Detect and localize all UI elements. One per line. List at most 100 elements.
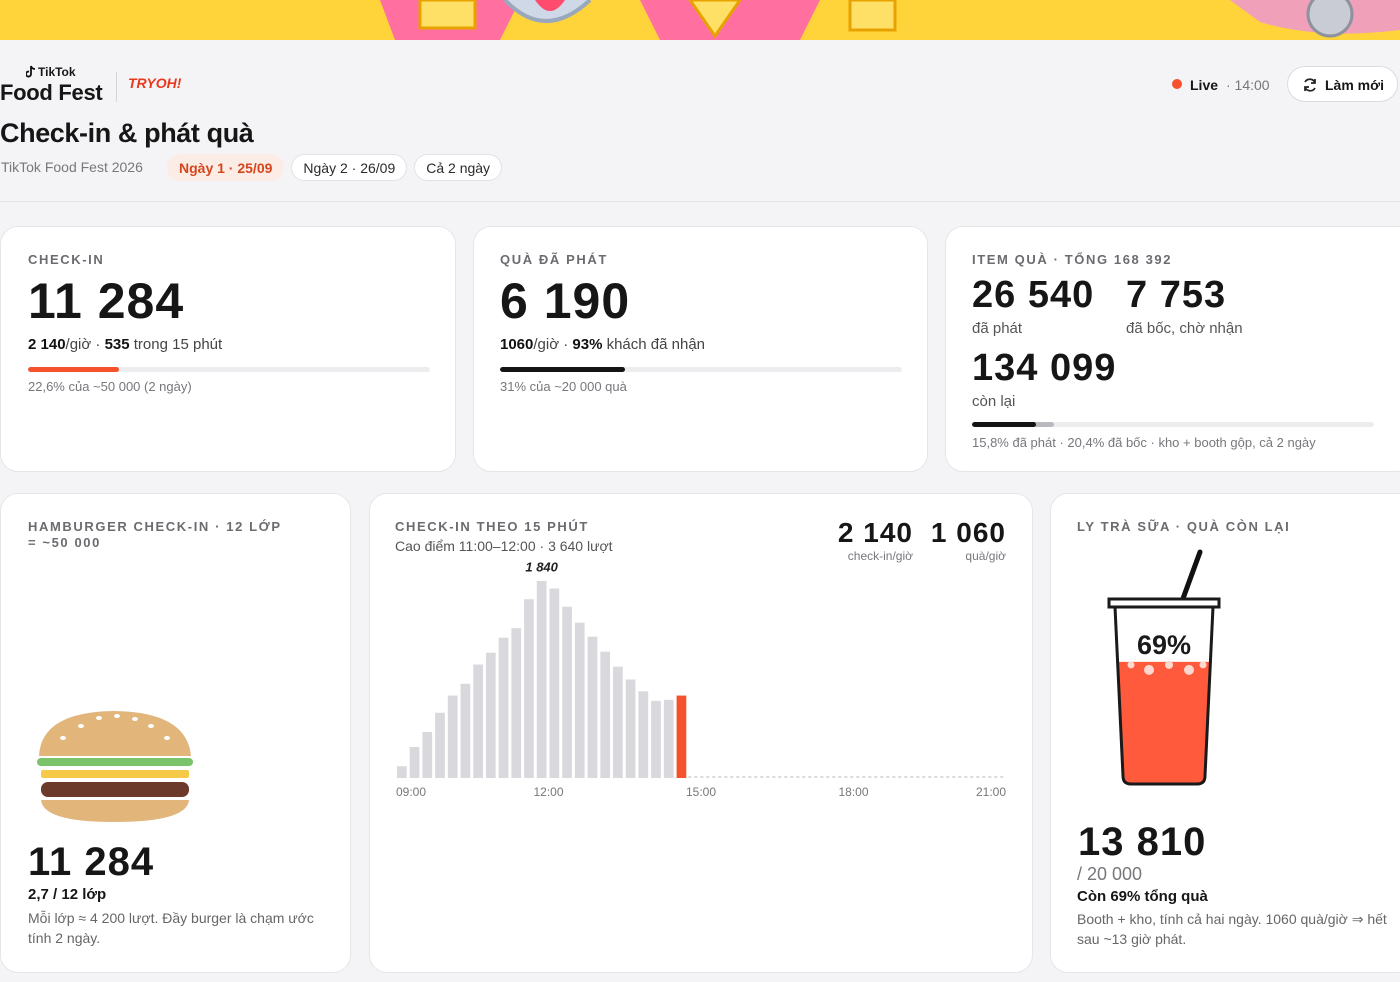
cup-fill (1115, 661, 1213, 784)
page-title: Check-in & phát quà (0, 118, 254, 148)
burger-illustration (37, 711, 193, 822)
live-dot (1172, 79, 1182, 89)
bar (485, 652, 496, 778)
burger-card: HAMBURGER CHECK-IN · 12 LỚP = ~50 000 11… (0, 493, 351, 973)
progress-fill (500, 367, 625, 372)
bar (511, 628, 522, 778)
picked-value: 7 753 (1126, 274, 1227, 316)
recent-unit: trong 15 phút (129, 336, 223, 353)
banner (0, 0, 1400, 40)
recent: 535 (104, 336, 130, 353)
refresh-label: Làm mới (1325, 77, 1384, 93)
bar (473, 664, 483, 778)
bar (409, 746, 420, 778)
share: 93% (572, 336, 603, 353)
brand: Food Fest (0, 80, 103, 105)
layers: 2,7 / 12 lớp (28, 886, 107, 903)
bar (638, 691, 649, 778)
stat-label: quà/giờ (965, 549, 1006, 563)
progress-note: 22,6% của ~50 000 (2 ngày) (28, 379, 192, 394)
kpi-value: 11 284 (28, 273, 185, 329)
gift-card: QUÀ ĐÃ PHÁT 6 190 1060/giờ · 93% khách đ… (473, 226, 928, 472)
x-tick-label: 18:00 (838, 785, 868, 799)
chart-subtitle: Cao điểm 11:00–12:00 · 3 640 lượt (395, 538, 613, 554)
stat-value: 1 060 (930, 517, 1006, 548)
description: Mỗi lớp ≈ 4 200 lượt. Đầy burger là chạm… (28, 910, 314, 946)
card-label: HAMBURGER CHECK-IN · 12 LỚP = ~50 000 (28, 519, 282, 550)
kpi-value: 11 284 (28, 840, 155, 884)
kpi-value: 6 190 (500, 273, 631, 329)
stat-label: check-in/giờ (847, 549, 913, 563)
card-label: ITEM QUÀ · TỔNG 168 392 (972, 252, 1173, 267)
bar (397, 766, 407, 778)
bubble (1144, 664, 1154, 675)
bubble (1165, 660, 1173, 669)
given-fill (972, 422, 1036, 427)
divider (116, 72, 117, 102)
chart: 09:00 12:00 15:00 18:00 21:00 1 840 (396, 559, 1006, 799)
refresh-button[interactable]: Làm mới (1287, 66, 1398, 102)
given-label: đã phát (972, 320, 1023, 337)
bar (447, 695, 458, 778)
bar (651, 700, 661, 778)
bar (600, 651, 611, 778)
kpi-value: 13 810 (1078, 820, 1207, 864)
rate: 2 140 (28, 336, 66, 353)
rate-unit: /giờ · (65, 336, 105, 353)
bar (524, 599, 534, 778)
chart-card: CHECK-IN THEO 15 PHÚT Cao điểm 11:00–12:… (369, 493, 1033, 973)
bar (536, 581, 547, 778)
fill-label: 69% (1137, 630, 1191, 660)
day-tab[interactable]: Ngày 1 · 25/09 (167, 154, 285, 181)
header-divider (0, 201, 1400, 202)
bar (587, 636, 598, 778)
bar (549, 588, 560, 778)
rate: 1060 (500, 336, 534, 353)
progress-note: 31% của ~20 000 quà (500, 379, 627, 394)
checkin-card: CHECK-IN 11 284 2 140/giờ · 535 trong 15… (0, 226, 456, 472)
bar (574, 622, 585, 778)
card-label: CHECK-IN (28, 252, 105, 267)
bar (625, 679, 636, 778)
items-card: ITEM QUÀ · TỔNG 168 392 26 540 đã phát 7… (945, 226, 1400, 472)
live-label: Live (1190, 77, 1219, 93)
share-unit: khách đã nhận (602, 336, 706, 353)
bar (613, 666, 623, 778)
tiktok-icon (26, 65, 36, 78)
rate-unit: /giờ · (533, 336, 573, 353)
progress-track (500, 367, 902, 372)
bar (676, 695, 687, 778)
partner-logo: TRYOH! (128, 75, 182, 91)
x-tick-label: 15:00 (686, 785, 716, 799)
cup-card: LY TRÀ SỮA · QUÀ CÒN LẠI 69% 13 810 / 20… (1050, 493, 1400, 973)
left-label: còn lại (972, 393, 1016, 410)
card-label: LY TRÀ SỮA · QUÀ CÒN LẠI (1077, 519, 1291, 534)
progress-fill (28, 367, 119, 372)
description: Booth + kho, tính cả hai ngày. 1060 quà/… (1077, 911, 1387, 947)
summary: Còn 69% tổng quà (1077, 888, 1208, 905)
data-label: 1 840 (525, 559, 558, 574)
stat-value: 2 140 (837, 517, 913, 548)
bubble (1127, 661, 1135, 669)
bar (460, 683, 471, 778)
progress-note: 15,8% đã phát · 20,4% đã bốc · kho + boo… (972, 435, 1316, 450)
progress-track (28, 367, 430, 372)
day-tabs: Ngày 1 · 25/09 Ngày 2 · 26/09 Cả 2 ngày (167, 154, 503, 181)
progress-track (972, 422, 1374, 427)
left-value: 134 099 (972, 347, 1117, 389)
cup-illustration: 69% (1107, 549, 1221, 786)
refresh-icon (1304, 78, 1316, 92)
total: / 20 000 (1077, 864, 1143, 884)
bar (663, 699, 674, 778)
day-tab[interactable]: Cả 2 ngày (414, 154, 503, 181)
picked-label: đã bốc, chờ nhận (1126, 320, 1243, 337)
x-tick-label: 12:00 (533, 785, 563, 799)
bar (435, 712, 445, 778)
given-value: 26 540 (972, 274, 1095, 316)
bubble (1184, 664, 1194, 675)
bar (562, 606, 572, 778)
chart-title: CHECK-IN THEO 15 PHÚT (395, 519, 589, 534)
event-name: TikTok Food Fest 2026 (1, 159, 143, 175)
day-tab[interactable]: Ngày 2 · 26/09 (291, 154, 408, 181)
